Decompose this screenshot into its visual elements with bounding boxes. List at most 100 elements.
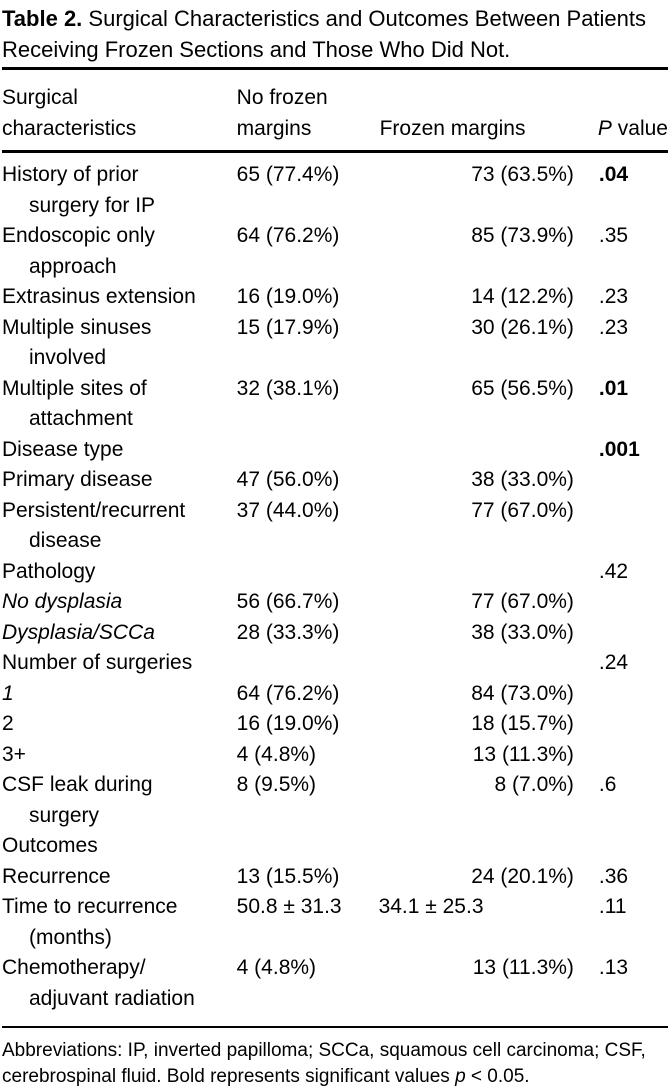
cell-frozen-margins: 14 (12.2%) <box>471 285 574 308</box>
cell-frozen-margins: 77 (67.0%) <box>471 498 574 522</box>
cell-p-value: .6 <box>598 773 617 796</box>
table-row: Endoscopic only approach 64 (76.2%) 85 (73.… <box>2 221 668 282</box>
cell-frozen-margins: 73 (63.5%) <box>471 163 574 186</box>
cell-no-frozen-margins: 4 (4.8%) <box>236 742 317 766</box>
cell-p-value: .11 <box>598 895 627 918</box>
cell-no-frozen-margins: 50.8 ± 31.3 <box>236 895 342 918</box>
table-row: Outcomes <box>2 831 668 862</box>
cell-frozen-margins: 38 (33.0%) <box>471 468 574 491</box>
caption-label: Table 2. <box>2 6 83 31</box>
cell-frozen-margins: 85 (73.9%) <box>471 224 574 247</box>
table-row: History of prior surgery for IP 65 (77.4%)… <box>2 152 668 222</box>
cell-p-value: .35 <box>598 224 629 247</box>
cell-frozen-margins: 30 (26.1%) <box>471 315 574 339</box>
cell-no-frozen-margins <box>237 557 376 588</box>
cell-label: Disease type <box>2 437 124 461</box>
table-row: Persistent/recurrent disease 37 (44.0%) 77 … <box>2 496 668 557</box>
cell-no-frozen-margins <box>237 831 376 862</box>
cell-no-frozen-margins: 16 (19.0%) <box>236 712 340 735</box>
cell-frozen-margins: 34.1 ± 25.3 <box>378 895 484 918</box>
cell-p-value: .24 <box>598 651 629 674</box>
caption-text-1: Surgical Characteristics and Outcomes Be… <box>88 6 647 31</box>
cell-p-value: .01 <box>598 376 629 400</box>
footnote-post: < 0.05. <box>465 1066 530 1087</box>
cell-p-value: .42 <box>598 559 629 583</box>
cell-p-value: .23 <box>598 285 629 308</box>
cell-frozen-margins: 84 (73.0%) <box>471 681 574 705</box>
footnote-italic-p: p <box>455 1066 466 1087</box>
cell-frozen-margins: 65 (56.5%) <box>471 376 574 400</box>
cell-no-frozen-margins: 64 (76.2%) <box>236 681 340 705</box>
cell-label: Persistent/recurrent disease <box>2 498 186 553</box>
cell-label: Multiple sinuses involved <box>2 315 152 370</box>
table-row: CSF leak during surgery 8 (9.5%) 8 (7.0%) .6 <box>2 770 668 831</box>
cell-frozen-margins: 13 (11.3%) <box>472 956 574 979</box>
cell-no-frozen-margins: 65 (77.4%) <box>236 163 340 186</box>
cell-frozen-margins <box>376 648 576 679</box>
header-surgical-characteristics: Surgical characteristics <box>2 68 237 153</box>
cell-no-frozen-margins: 13 (15.5%) <box>236 864 340 888</box>
cell-frozen-margins: 8 (7.0%) <box>494 773 574 796</box>
cell-label: Chemotherapy/adjuvant radiation <box>2 956 195 1010</box>
cell-p-value <box>576 709 668 740</box>
caption-line-2: Receiving Frozen Sections and Those Who … <box>2 37 511 62</box>
cell-label: CSF leak during surgery <box>2 773 153 827</box>
cell-no-frozen-margins: 8 (9.5%) <box>236 773 317 796</box>
cell-frozen-margins <box>376 831 576 862</box>
cell-p-value <box>576 587 668 618</box>
table-row: Dysplasia/SCCa 28 (33.3%) 38 (33.0%) <box>2 618 668 649</box>
table-row: Chemotherapy/adjuvant radiation 4 (4.8%) 1… <box>2 953 668 1027</box>
cell-frozen-margins: 13 (11.3%) <box>472 742 574 766</box>
cell-label: No dysplasia <box>2 590 123 613</box>
cell-label: 1 <box>2 681 14 705</box>
cell-no-frozen-margins: 15 (17.9%) <box>236 315 340 339</box>
cell-label: Extrasinus extension <box>2 285 196 308</box>
cell-p-value: .13 <box>598 956 629 979</box>
footnote: Abbreviations: IP, inverted papilloma; S… <box>2 1038 670 1090</box>
cell-no-frozen-margins <box>237 435 376 466</box>
cell-no-frozen-margins <box>237 648 376 679</box>
cell-p-value <box>576 679 668 710</box>
cell-label: Time to recurrence (months) <box>2 895 178 949</box>
header-frozen-margins: Frozen margins <box>375 68 576 153</box>
table-body: History of prior surgery for IP 65 (77.4%)… <box>2 152 668 1028</box>
cell-no-frozen-margins: 16 (19.0%) <box>236 285 340 308</box>
table-row: Multiple sinuses involved 15 (17.9%) 30 (26… <box>2 313 668 374</box>
cell-p-value: .001 <box>598 437 640 461</box>
table-row: Disease type .001 <box>2 435 668 466</box>
cell-p-value <box>576 496 668 557</box>
cell-frozen-margins: 77 (67.0%) <box>471 590 574 613</box>
caption-line-1: Table 2. Surgical Characteristics and Ou… <box>2 3 670 34</box>
table-row: 3+ 4 (4.8%) 13 (11.3%) <box>2 740 668 771</box>
table-row: Pathology .42 <box>2 557 668 588</box>
cell-label: Multiple sites of attachment <box>2 376 147 431</box>
cell-p-value: .36 <box>598 864 629 888</box>
table-row: No dysplasia 56 (66.7%) 77 (67.0%) <box>2 587 668 618</box>
cell-frozen-margins: 38 (33.0%) <box>471 620 574 644</box>
cell-p-value <box>576 831 668 862</box>
cell-no-frozen-margins: 47 (56.0%) <box>236 468 340 491</box>
cell-no-frozen-margins: 37 (44.0%) <box>236 498 340 522</box>
table-row: Recurrence 13 (15.5%) 24 (20.1%) .36 <box>2 862 668 893</box>
cell-label: History of prior surgery for IP <box>2 163 156 217</box>
cell-label: 3+ <box>2 742 26 766</box>
cell-no-frozen-margins: 56 (66.7%) <box>236 590 340 613</box>
table-row: Time to recurrence (months) 50.8 ± 31.3 34.… <box>2 892 668 953</box>
cell-label: Dysplasia/SCCa <box>2 620 155 644</box>
cell-label: Recurrence <box>2 864 111 888</box>
header-row: Surgical characteristics No frozen margi… <box>2 68 668 153</box>
cell-frozen-margins: 18 (15.7%) <box>471 712 574 735</box>
cell-label: 2 <box>2 712 14 735</box>
cell-no-frozen-margins: 4 (4.8%) <box>236 956 317 979</box>
table-row: Number of surgeries .24 <box>2 648 668 679</box>
table-row: Multiple sites of attachment 32 (38.1%) 65 … <box>2 374 668 435</box>
cell-p-value <box>576 618 668 649</box>
cell-no-frozen-margins: 64 (76.2%) <box>236 224 340 247</box>
cell-p-value: .23 <box>598 315 629 339</box>
cell-frozen-margins: 24 (20.1%) <box>471 864 574 888</box>
cell-frozen-margins <box>376 557 576 588</box>
cell-p-value <box>576 465 668 496</box>
table-row: 2 16 (19.0%) 18 (15.7%) <box>2 709 668 740</box>
cell-label: Pathology <box>2 559 96 583</box>
